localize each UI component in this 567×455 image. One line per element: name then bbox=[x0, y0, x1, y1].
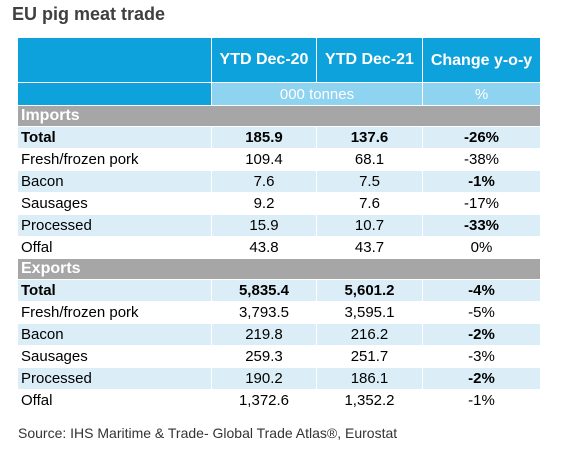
table-row: Offal 43.8 43.7 0% bbox=[17, 236, 541, 259]
table-row: Sausages 259.3 251.7 -3% bbox=[17, 345, 541, 368]
cell-change: -4% bbox=[422, 279, 541, 302]
column-header-ytd-dec-21: YTD Dec-21 bbox=[316, 37, 423, 83]
cell-change: -2% bbox=[422, 367, 541, 390]
table-row: Bacon 7.6 7.5 -1% bbox=[17, 170, 541, 193]
table-row: Bacon 219.8 216.2 -2% bbox=[17, 323, 541, 346]
table-row: Offal 1,372.6 1,352.2 -1% bbox=[17, 389, 541, 412]
cell-ytd-dec-20: 7.6 bbox=[211, 170, 317, 193]
cell-ytd-dec-21: 186.1 bbox=[316, 367, 423, 390]
cell-ytd-dec-21: 7.6 bbox=[316, 192, 423, 215]
cell-change: -33% bbox=[422, 214, 541, 237]
cell-ytd-dec-20: 5,835.4 bbox=[211, 279, 317, 302]
row-label: Processed bbox=[17, 367, 212, 390]
cell-ytd-dec-20: 9.2 bbox=[211, 192, 317, 215]
cell-ytd-dec-21: 216.2 bbox=[316, 323, 423, 346]
row-label: Total bbox=[17, 279, 212, 302]
section-label: Exports bbox=[17, 258, 541, 280]
row-label: Sausages bbox=[17, 192, 212, 215]
table-row: Sausages 9.2 7.6 -17% bbox=[17, 192, 541, 215]
column-header-ytd-dec-20: YTD Dec-20 bbox=[211, 37, 317, 83]
column-header-change: Change y-o-y bbox=[422, 37, 541, 83]
cell-ytd-dec-20: 185.9 bbox=[211, 126, 317, 149]
row-label: Fresh/frozen pork bbox=[17, 148, 212, 171]
cell-change: -38% bbox=[422, 148, 541, 171]
cell-ytd-dec-21: 10.7 bbox=[316, 214, 423, 237]
cell-ytd-dec-20: 3,793.5 bbox=[211, 301, 317, 324]
table-row: Processed 190.2 186.1 -2% bbox=[17, 367, 541, 390]
cell-change: 0% bbox=[422, 236, 541, 259]
cell-ytd-dec-21: 251.7 bbox=[316, 345, 423, 368]
table-row: Fresh/frozen pork 109.4 68.1 -38% bbox=[17, 148, 541, 171]
row-label: Fresh/frozen pork bbox=[17, 301, 212, 324]
header-row: YTD Dec-20 YTD Dec-21 Change y-o-y bbox=[17, 37, 541, 83]
row-label: Processed bbox=[17, 214, 212, 237]
cell-ytd-dec-21: 1,352.2 bbox=[316, 389, 423, 412]
section-header-imports: Imports bbox=[17, 105, 541, 127]
cell-ytd-dec-21: 43.7 bbox=[316, 236, 423, 259]
cell-change: -2% bbox=[422, 323, 541, 346]
cell-ytd-dec-21: 137.6 bbox=[316, 126, 423, 149]
cell-ytd-dec-20: 259.3 bbox=[211, 345, 317, 368]
row-label: Offal bbox=[17, 389, 212, 412]
unit-row: 000 tonnes % bbox=[17, 82, 541, 106]
cell-ytd-dec-20: 15.9 bbox=[211, 214, 317, 237]
unit-label-percent: % bbox=[422, 82, 541, 106]
row-label: Sausages bbox=[17, 345, 212, 368]
unit-corner bbox=[17, 82, 212, 106]
cell-ytd-dec-21: 68.1 bbox=[316, 148, 423, 171]
cell-ytd-dec-21: 7.5 bbox=[316, 170, 423, 193]
cell-change: -1% bbox=[422, 170, 541, 193]
table-row: Total 185.9 137.6 -26% bbox=[17, 126, 541, 149]
cell-ytd-dec-20: 190.2 bbox=[211, 367, 317, 390]
source-note: Source: IHS Maritime & Trade- Global Tra… bbox=[18, 425, 398, 441]
cell-ytd-dec-21: 5,601.2 bbox=[316, 279, 423, 302]
row-label: Total bbox=[17, 126, 212, 149]
unit-label-tonnes: 000 tonnes bbox=[211, 82, 423, 106]
table-row: Total 5,835.4 5,601.2 -4% bbox=[17, 279, 541, 302]
cell-change: -5% bbox=[422, 301, 541, 324]
cell-ytd-dec-20: 109.4 bbox=[211, 148, 317, 171]
cell-change: -26% bbox=[422, 126, 541, 149]
section-label: Imports bbox=[17, 105, 541, 127]
page-title: EU pig meat trade bbox=[12, 4, 166, 24]
trade-table: YTD Dec-20 YTD Dec-21 Change y-o-y 000 t… bbox=[17, 37, 541, 412]
cell-ytd-dec-21: 3,595.1 bbox=[316, 301, 423, 324]
cell-ytd-dec-20: 43.8 bbox=[211, 236, 317, 259]
row-label: Bacon bbox=[17, 170, 212, 193]
header-corner bbox=[17, 37, 212, 83]
cell-change: -3% bbox=[422, 345, 541, 368]
row-label: Bacon bbox=[17, 323, 212, 346]
table-row: Processed 15.9 10.7 -33% bbox=[17, 214, 541, 237]
cell-ytd-dec-20: 1,372.6 bbox=[211, 389, 317, 412]
cell-change: -1% bbox=[422, 389, 541, 412]
row-label: Offal bbox=[17, 236, 212, 259]
cell-ytd-dec-20: 219.8 bbox=[211, 323, 317, 346]
cell-change: -17% bbox=[422, 192, 541, 215]
section-header-exports: Exports bbox=[17, 258, 541, 280]
table-row: Fresh/frozen pork 3,793.5 3,595.1 -5% bbox=[17, 301, 541, 324]
